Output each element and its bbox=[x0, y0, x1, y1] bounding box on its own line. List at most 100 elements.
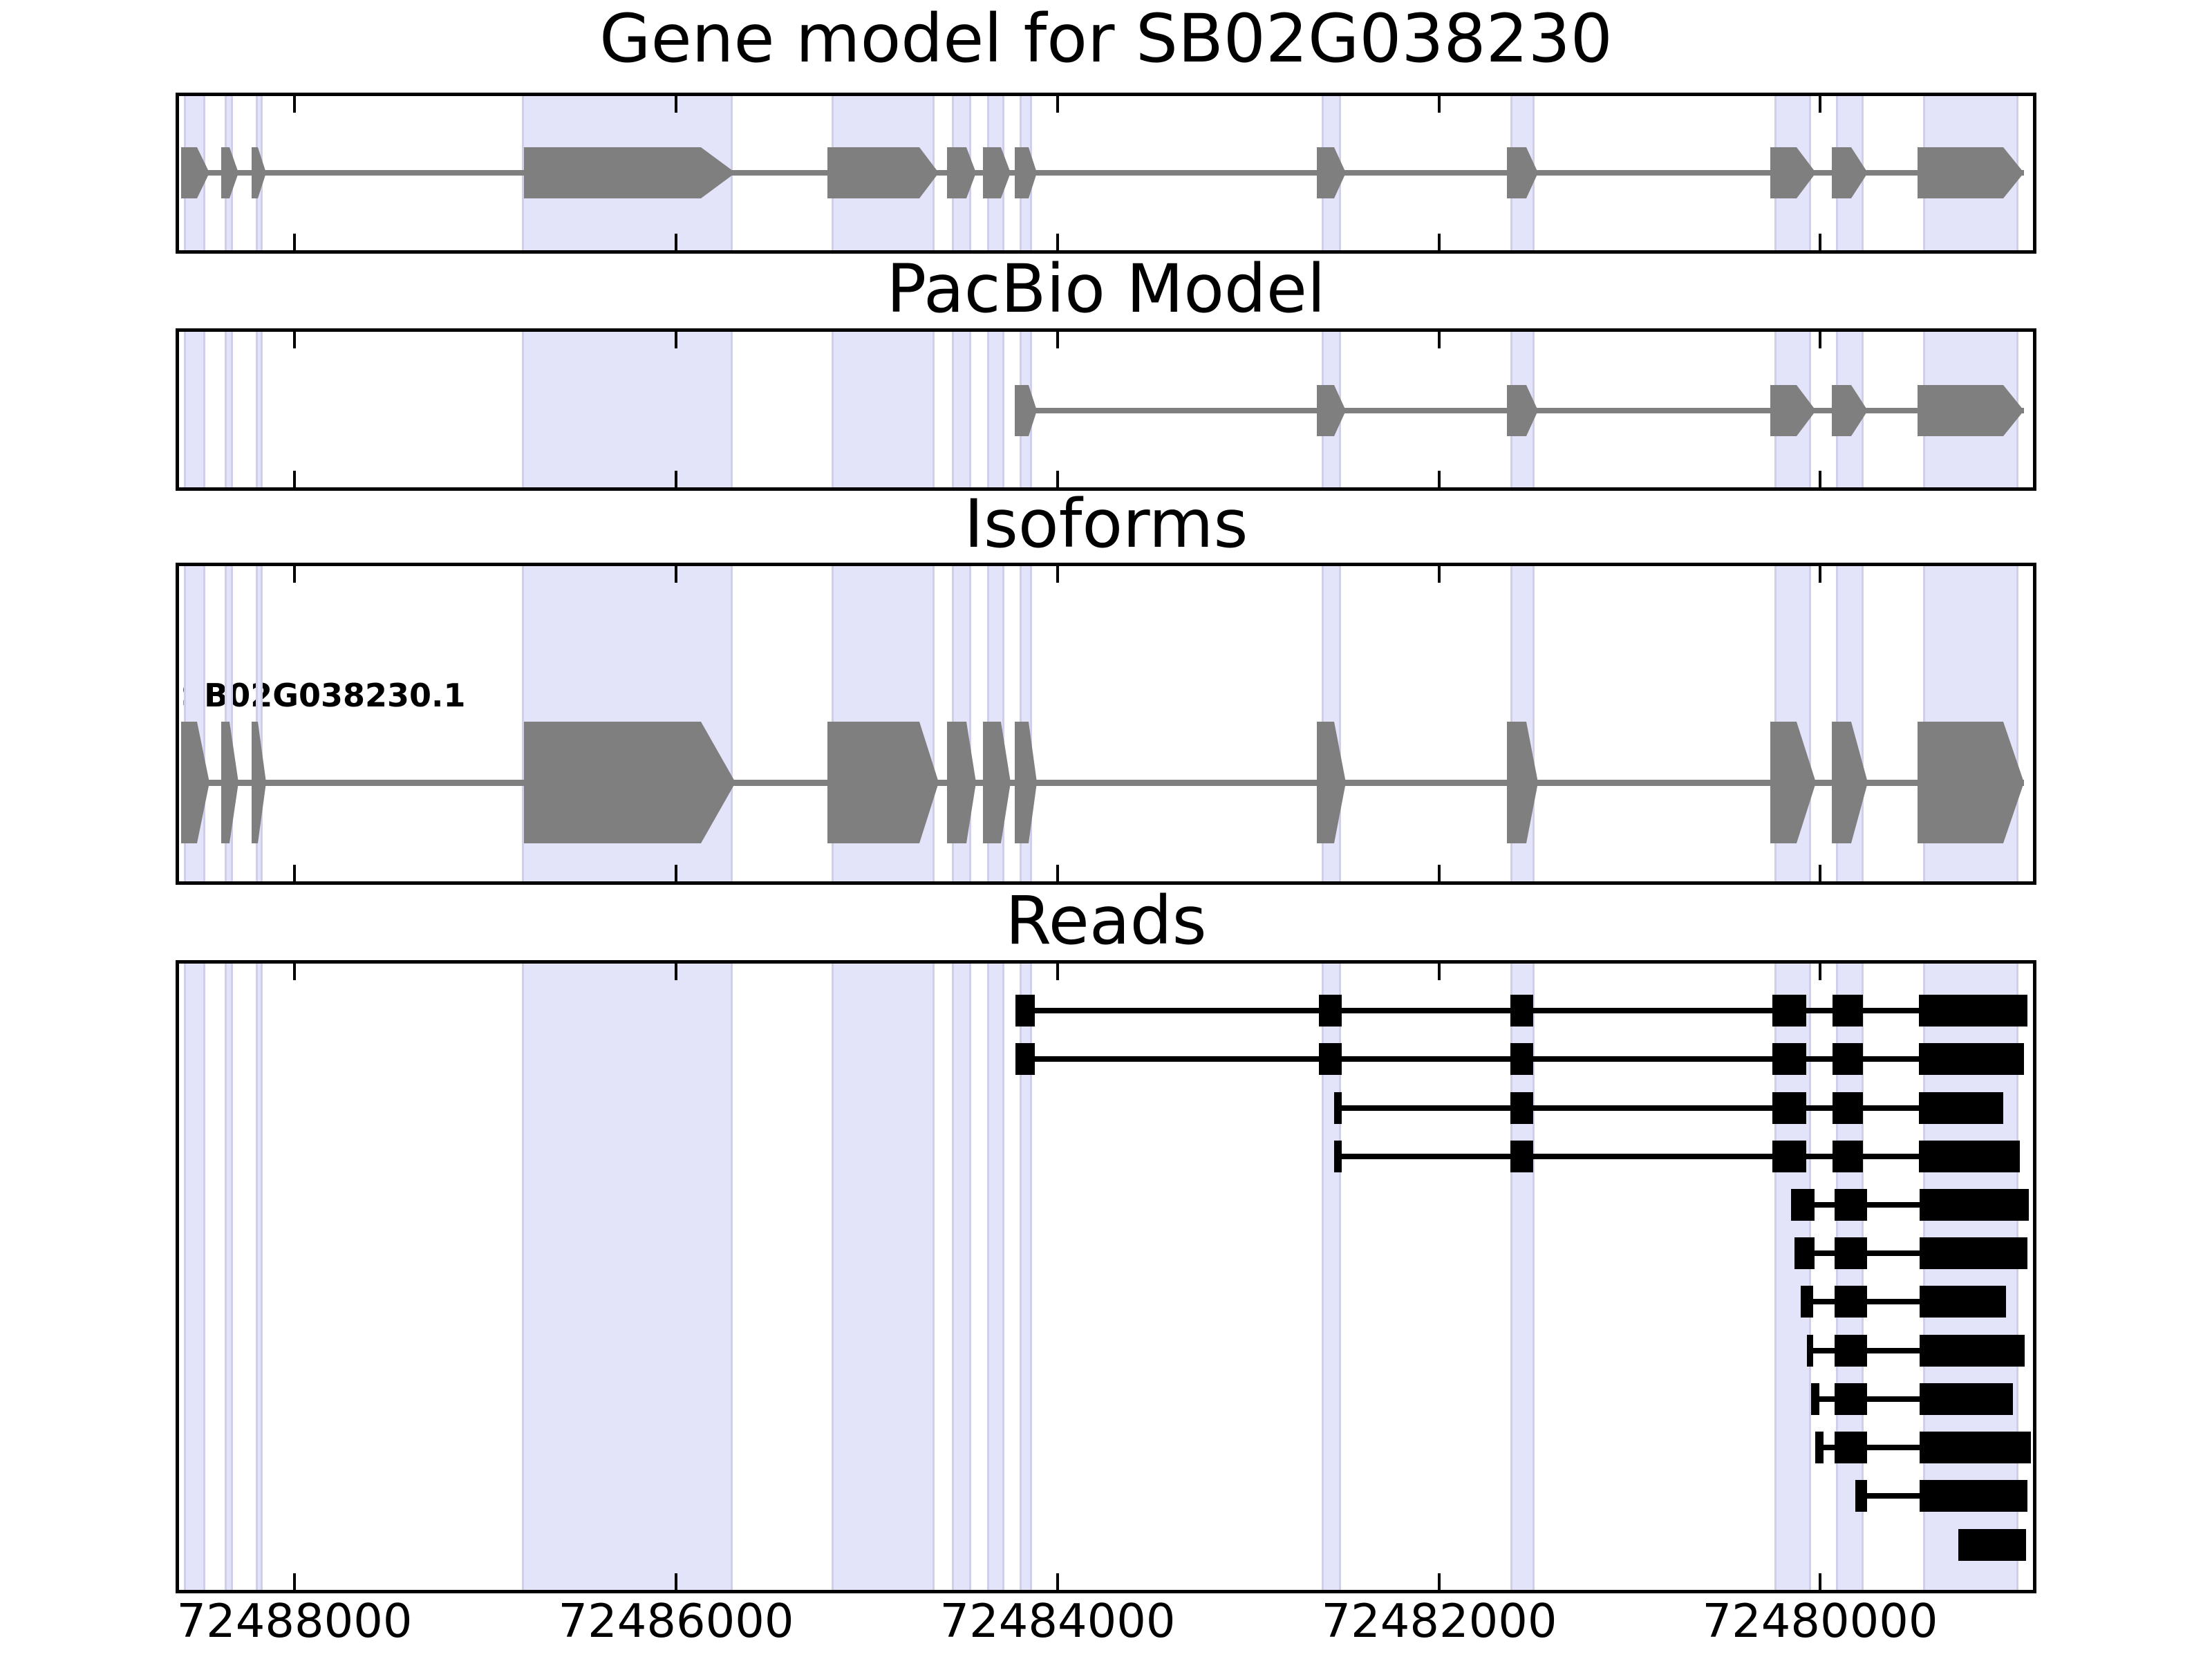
axis-tick-bottom bbox=[1819, 234, 1821, 250]
read-exon-block bbox=[1835, 1383, 1867, 1415]
read-intron-line bbox=[1791, 1202, 2029, 1208]
axis-tick-bottom bbox=[1056, 1573, 1059, 1590]
x-tick-label: 72480000 bbox=[1702, 1594, 1938, 1648]
axis-tick-top bbox=[1819, 332, 1821, 348]
axis-tick-top bbox=[1438, 332, 1441, 348]
axis-tick-bottom bbox=[1056, 471, 1059, 487]
axis-tick-top bbox=[293, 96, 296, 113]
axis-tick-top bbox=[675, 964, 677, 980]
exon-highlight-band bbox=[522, 332, 733, 487]
exon-highlight-band bbox=[225, 964, 233, 1590]
x-axis-tick-labels: 72488000 72486000 72484000 72482000 7248… bbox=[0, 1594, 2212, 1656]
intron-line bbox=[181, 170, 2024, 176]
axis-tick-bottom bbox=[1056, 234, 1059, 250]
read-exon-block bbox=[1801, 1286, 1813, 1318]
read-intron-line bbox=[1807, 1348, 2025, 1353]
read-intron-line bbox=[1334, 1154, 2020, 1159]
intron-line bbox=[181, 779, 2024, 786]
read-exon-block bbox=[1920, 1189, 2029, 1221]
axis-tick-bottom bbox=[293, 1573, 296, 1590]
axis-tick-bottom bbox=[1438, 234, 1441, 250]
exon-glyph bbox=[947, 722, 976, 843]
exon-highlight-band bbox=[184, 332, 205, 487]
read-exon-block bbox=[1772, 1092, 1806, 1124]
axis-tick-top bbox=[1056, 964, 1059, 980]
read-exon-block bbox=[1855, 1480, 1867, 1512]
exon-highlight-band bbox=[256, 964, 263, 1590]
exon-glyph bbox=[947, 147, 976, 198]
exon-highlight-band bbox=[184, 964, 205, 1590]
exon-glyph bbox=[1317, 147, 1346, 198]
panel-title-reads: Reads bbox=[1005, 882, 1207, 959]
axis-tick-top bbox=[1438, 96, 1441, 113]
axis-tick-top bbox=[675, 332, 677, 348]
read-exon-block bbox=[1334, 1092, 1342, 1124]
read-exon-block bbox=[1015, 1043, 1035, 1075]
axis-tick-top bbox=[1056, 332, 1059, 348]
axis-tick-bottom bbox=[293, 471, 296, 487]
read-exon-block bbox=[1791, 1189, 1815, 1221]
axis-tick-top bbox=[1819, 964, 1821, 980]
axis-tick-bottom bbox=[1819, 1573, 1821, 1590]
read-exon-block bbox=[1833, 1141, 1863, 1172]
read-exon-block bbox=[1920, 1335, 2025, 1367]
read-exon-block bbox=[1920, 1237, 2027, 1269]
x-tick-label: 72482000 bbox=[1321, 1594, 1557, 1648]
read-exon-block bbox=[1835, 1286, 1867, 1318]
exon-highlight-band bbox=[832, 964, 935, 1590]
read-exon-block bbox=[1772, 1043, 1806, 1075]
exon-glyph bbox=[827, 147, 939, 198]
axis-tick-bottom bbox=[1819, 471, 1821, 487]
read-exon-block bbox=[1920, 1383, 2013, 1415]
read-exon-block bbox=[1807, 1335, 1813, 1367]
read-intron-line bbox=[1334, 1105, 2003, 1111]
exon-glyph bbox=[1918, 385, 2024, 436]
exon-glyph bbox=[1317, 385, 1346, 436]
exon-highlight-band bbox=[256, 332, 263, 487]
read-exon-block bbox=[1510, 1043, 1533, 1075]
read-intron-line bbox=[1801, 1299, 2006, 1304]
read-exon-block bbox=[1919, 995, 2027, 1027]
axis-tick-top bbox=[675, 96, 677, 113]
exon-glyph bbox=[1015, 385, 1037, 436]
exon-highlight-band bbox=[832, 332, 935, 487]
read-exon-block bbox=[1015, 995, 1035, 1027]
x-tick-label: 72484000 bbox=[939, 1594, 1176, 1648]
axis-tick-top bbox=[1438, 964, 1441, 980]
exon-highlight-band bbox=[952, 332, 971, 487]
read-exon-block bbox=[1833, 1043, 1863, 1075]
exon-highlight-band bbox=[987, 332, 1004, 487]
read-exon-block bbox=[1811, 1383, 1819, 1415]
exon-highlight-band bbox=[522, 964, 733, 1590]
axis-tick-bottom bbox=[675, 234, 677, 250]
read-exon-block bbox=[1510, 1092, 1533, 1124]
read-exon-block bbox=[1833, 995, 1863, 1027]
exon-glyph bbox=[1317, 722, 1346, 843]
read-exon-block bbox=[1334, 1141, 1342, 1172]
axis-tick-top bbox=[675, 566, 677, 583]
isoform-name-label: SB02G038230.1 bbox=[181, 677, 466, 714]
read-exon-block bbox=[1919, 1141, 2020, 1172]
exon-glyph bbox=[1918, 722, 2024, 843]
x-tick-label: 72486000 bbox=[558, 1594, 794, 1648]
read-exon-block bbox=[1510, 1141, 1533, 1172]
exon-glyph bbox=[1015, 147, 1037, 198]
axis-tick-bottom bbox=[675, 471, 677, 487]
axis-tick-top bbox=[1056, 96, 1059, 113]
axis-tick-bottom bbox=[293, 234, 296, 250]
axis-tick-top bbox=[1438, 566, 1441, 583]
exon-glyph bbox=[221, 722, 238, 843]
read-exon-block bbox=[1772, 1141, 1806, 1172]
exon-glyph bbox=[252, 147, 266, 198]
axis-tick-bottom bbox=[1056, 865, 1059, 881]
axis-tick-bottom bbox=[293, 865, 296, 881]
read-exon-block bbox=[1815, 1432, 1824, 1463]
panel-isoforms: SB02G038230.1 bbox=[176, 563, 2036, 885]
read-exon-block bbox=[1919, 1043, 2024, 1075]
exon-highlight-band bbox=[987, 964, 1004, 1590]
read-exon-block bbox=[1835, 1189, 1867, 1221]
panel-gene-model bbox=[176, 93, 2036, 254]
axis-tick-bottom bbox=[1438, 471, 1441, 487]
read-exon-block bbox=[1835, 1237, 1867, 1269]
